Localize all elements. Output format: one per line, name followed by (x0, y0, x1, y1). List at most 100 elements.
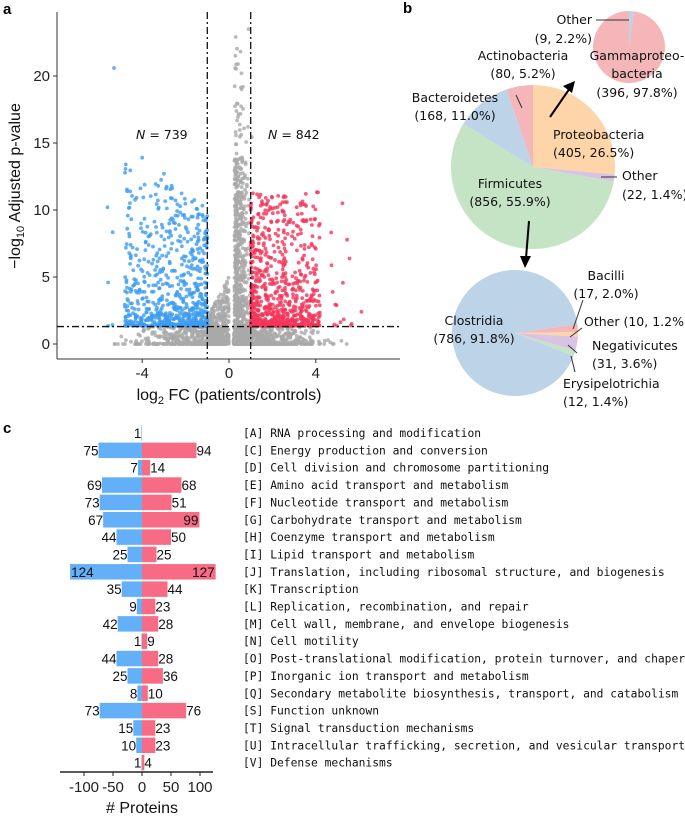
point-not-significant (239, 197, 244, 202)
point-up (293, 270, 297, 275)
point-down (178, 305, 183, 310)
point-down (141, 195, 146, 200)
point-down (140, 269, 145, 273)
label-erysipelotrichia: Erysipelotrichia (563, 376, 660, 391)
point-down (204, 233, 209, 238)
bar-down-value: 44 (101, 530, 117, 545)
point-up (303, 192, 308, 196)
point-not-significant (303, 342, 308, 346)
point-up (345, 237, 349, 242)
point-not-significant (226, 289, 231, 294)
point-up (286, 219, 291, 224)
point-not-significant (322, 338, 327, 343)
point-not-significant (234, 67, 239, 71)
point-down (126, 314, 130, 318)
point-not-significant (212, 301, 217, 306)
point-not-significant (271, 337, 276, 342)
point-up (251, 251, 256, 256)
point-down (203, 271, 208, 276)
point-up (315, 318, 320, 323)
point-up (280, 294, 284, 298)
point-up (293, 308, 298, 313)
point-up (266, 298, 270, 303)
point-not-significant (216, 307, 220, 312)
point-not-significant (235, 276, 240, 281)
point-down (162, 244, 167, 248)
point-down (127, 205, 132, 210)
bar-down-value: 69 (87, 478, 102, 493)
value-negativicutes: (31, 3.6%) (592, 356, 657, 371)
bar-up-value: 14 (150, 461, 166, 476)
point-up (256, 308, 260, 313)
point-down (187, 316, 192, 320)
point-not-significant (233, 130, 238, 134)
bar-down-value: 8 (130, 686, 138, 701)
point-down (131, 268, 136, 273)
point-not-significant (235, 233, 240, 238)
point-up (298, 288, 302, 292)
point-up (258, 192, 263, 197)
point-not-significant (211, 313, 216, 318)
phylum-pie-slice-other (533, 167, 615, 182)
point-down (190, 306, 195, 311)
point-up (332, 322, 337, 327)
point-up (254, 248, 259, 253)
point-up (267, 234, 272, 238)
point-up (299, 310, 303, 314)
point-down (157, 316, 162, 321)
point-not-significant (235, 46, 239, 51)
point-not-significant (235, 341, 240, 346)
point-up (310, 287, 315, 292)
point-not-significant (234, 185, 239, 190)
point-not-significant (189, 335, 194, 340)
point-up (290, 274, 295, 279)
bar-down (136, 598, 142, 615)
point-up (251, 241, 256, 246)
point-down (153, 273, 158, 278)
point-up (310, 223, 314, 227)
point-not-significant (236, 112, 241, 117)
point-up (295, 281, 300, 286)
bar-up-value: 99 (183, 513, 198, 528)
point-up (255, 235, 260, 239)
volcano-x-label: log2 FC (patients/controls) (137, 387, 322, 407)
point-up (271, 307, 275, 311)
bar-up-value: 127 (192, 565, 215, 580)
point-not-significant (246, 327, 250, 332)
point-up (265, 201, 269, 206)
point-not-significant (242, 196, 247, 201)
point-not-significant (233, 312, 238, 317)
point-up (279, 260, 284, 265)
point-down (167, 301, 172, 306)
point-down (196, 299, 201, 304)
point-up (283, 285, 287, 290)
point-not-significant (268, 327, 272, 332)
point-down (192, 281, 197, 286)
point-down (177, 223, 181, 227)
point-down (133, 197, 138, 202)
point-down (183, 216, 187, 220)
point-not-significant (286, 342, 291, 346)
point-not-significant (330, 342, 335, 346)
y-tick-label: 20 (33, 68, 50, 85)
point-down (198, 258, 203, 263)
point-up (262, 275, 267, 279)
point-up (252, 306, 257, 310)
point-up (294, 276, 298, 281)
point-down (178, 204, 183, 209)
point-up (297, 268, 302, 273)
point-down (144, 295, 149, 300)
point-up (256, 212, 260, 217)
point-down (195, 215, 200, 220)
point-not-significant (222, 290, 227, 295)
bar-down-value: 42 (103, 617, 118, 632)
point-not-significant (140, 339, 144, 343)
point-not-significant (244, 248, 248, 253)
point-not-significant (259, 330, 264, 334)
point-down (154, 225, 158, 229)
point-up (273, 205, 277, 210)
point-down (125, 297, 130, 301)
point-not-significant (241, 84, 245, 89)
cog-category-label: [V] Defense mechanisms (243, 757, 393, 770)
point-up (291, 295, 296, 300)
